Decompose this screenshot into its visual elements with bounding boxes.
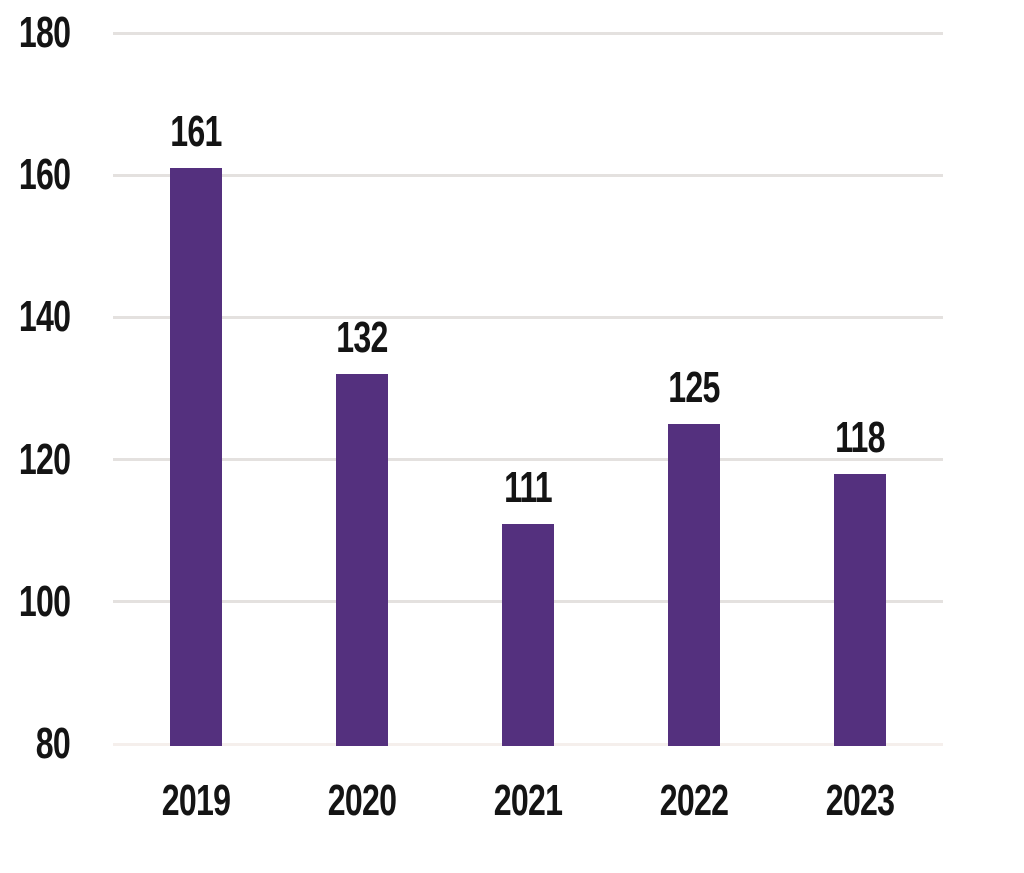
y-axis-tick-label: 180 — [18, 8, 71, 57]
y-axis-tick-label: 140 — [18, 292, 71, 341]
y-axis-tick-label: 100 — [18, 577, 71, 626]
bar-value-label: 161 — [170, 107, 222, 156]
bar-2021 — [502, 524, 554, 746]
x-axis-label: 2020 — [327, 776, 397, 825]
gridline — [113, 458, 943, 461]
bar-value-label: 132 — [336, 313, 388, 362]
y-axis-tick-label: 160 — [18, 150, 71, 199]
gridline — [113, 174, 943, 177]
gridline — [113, 316, 943, 319]
bar-value-label: 118 — [835, 413, 885, 462]
y-axis-tick-label: 80 — [35, 719, 71, 768]
bar-value-label: 125 — [668, 363, 720, 412]
bar-2019 — [170, 168, 222, 746]
bar-2020 — [336, 374, 388, 746]
y-axis-tick-label: 120 — [18, 435, 71, 484]
x-axis-label: 2019 — [161, 776, 231, 825]
x-axis-label: 2021 — [493, 776, 563, 825]
bar-2023 — [834, 474, 886, 746]
bar-value-label: 111 — [504, 463, 553, 512]
x-axis-label: 2023 — [825, 776, 895, 825]
x-axis-label: 2022 — [659, 776, 729, 825]
gridline — [113, 32, 943, 35]
bar-2022 — [668, 424, 720, 746]
